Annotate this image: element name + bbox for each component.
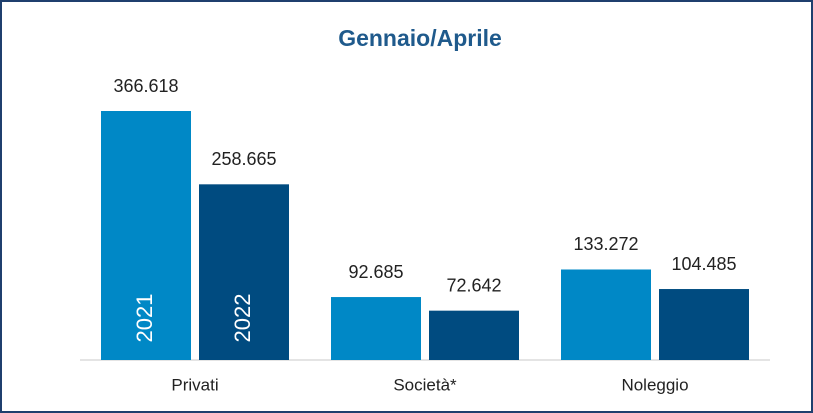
legend-label: 2021 xyxy=(132,294,157,343)
data-label: 104.485 xyxy=(671,254,736,274)
data-label: 92.685 xyxy=(348,262,403,282)
data-label: 258.665 xyxy=(211,149,276,169)
x-tick-label: Noleggio xyxy=(621,375,688,394)
data-label: 133.272 xyxy=(573,234,638,254)
data-label: 366.618 xyxy=(113,76,178,96)
bar xyxy=(429,310,519,360)
bar xyxy=(331,297,421,360)
chart-title: Gennaio/Aprile xyxy=(338,25,502,51)
bar xyxy=(101,111,191,360)
bar xyxy=(199,184,289,360)
x-tick-label: Privati xyxy=(171,375,218,394)
data-label: 72.642 xyxy=(446,275,501,295)
bar xyxy=(659,289,749,360)
x-tick-label: Società* xyxy=(393,375,457,394)
bar xyxy=(561,269,651,360)
legend-label: 2022 xyxy=(230,294,255,343)
